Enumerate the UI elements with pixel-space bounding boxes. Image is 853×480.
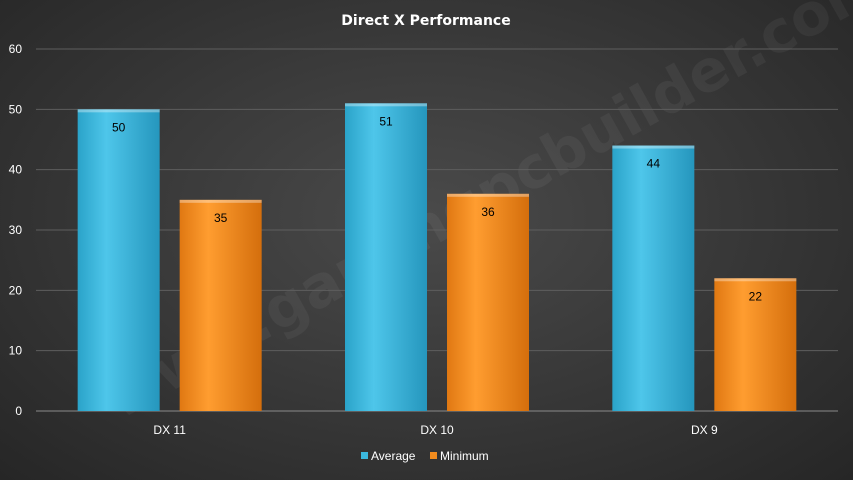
- y-tick-label: 20: [9, 283, 23, 297]
- x-category-label: DX 10: [420, 423, 454, 437]
- chart-title: Direct X Performance: [341, 13, 510, 29]
- data-label: 51: [379, 114, 393, 128]
- bar-top-highlight: [345, 103, 427, 107]
- y-tick-label: 30: [9, 223, 23, 237]
- bar-average-dx11: [77, 109, 160, 411]
- bar-top-highlight: [714, 278, 797, 282]
- legend-swatch-minimum: [430, 452, 437, 459]
- data-label: 22: [749, 289, 763, 303]
- legend: Average Minimum: [361, 449, 489, 463]
- data-labels: 50 35 51 36 44 22: [112, 114, 762, 303]
- x-category-label: DX 11: [153, 423, 186, 437]
- legend-swatch-average: [361, 452, 368, 459]
- bar-top-highlight: [179, 199, 262, 203]
- bars: [77, 103, 797, 412]
- bar-average-dx10: [345, 103, 427, 412]
- bar-minimum-dx10: [447, 193, 529, 411]
- legend-label-minimum: Minimum: [440, 449, 489, 463]
- x-axis-category-labels: DX 11 DX 10 DX 9: [153, 423, 718, 437]
- bar-minimum-dx11: [179, 199, 262, 411]
- bar-top-highlight: [77, 109, 160, 113]
- data-label: 50: [112, 120, 126, 134]
- y-tick-label: 10: [9, 344, 23, 358]
- data-label: 35: [214, 211, 228, 225]
- bar-average-dx9: [612, 145, 695, 412]
- gridlines: [36, 48, 838, 412]
- data-label: 36: [481, 205, 495, 219]
- x-category-label: DX 9: [691, 423, 718, 437]
- y-tick-label: 50: [9, 102, 23, 116]
- y-tick-label: 40: [9, 163, 23, 177]
- bar-minimum-dx9: [714, 278, 797, 411]
- legend-label-average: Average: [371, 449, 416, 463]
- bar-top-highlight: [612, 145, 695, 149]
- y-tick-label: 0: [15, 404, 22, 418]
- y-axis-tick-labels: 0 10 20 30 40 50 60: [9, 42, 23, 418]
- y-tick-label: 60: [9, 42, 23, 56]
- bar-top-highlight: [447, 193, 529, 197]
- data-label: 44: [647, 157, 661, 171]
